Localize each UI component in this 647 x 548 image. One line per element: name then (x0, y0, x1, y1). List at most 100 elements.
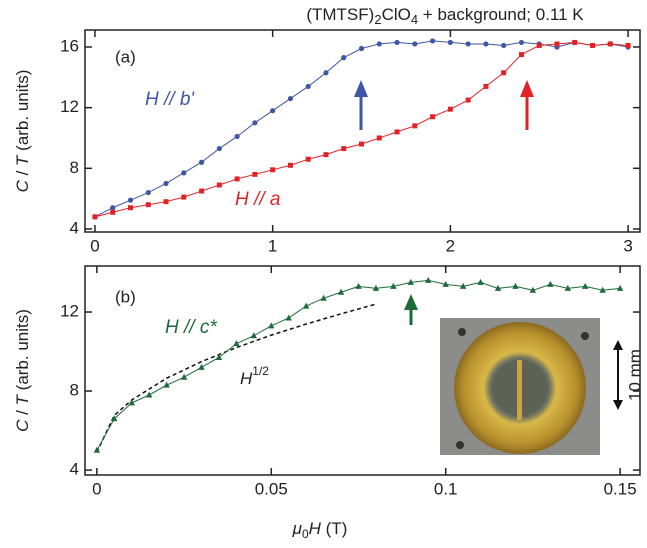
inset-photo (440, 318, 600, 455)
marker (216, 145, 222, 152)
marker (355, 282, 362, 289)
marker (459, 282, 467, 289)
marker (447, 106, 453, 112)
marker (483, 83, 489, 89)
marker (501, 42, 507, 49)
marker (341, 146, 347, 152)
marker (501, 70, 507, 76)
marker (430, 114, 436, 120)
y-axis-label-part: (arb. units) (13, 309, 32, 395)
marker (358, 45, 365, 52)
marker (394, 39, 400, 46)
marker (394, 129, 400, 135)
marker (582, 282, 589, 289)
marker (270, 167, 276, 173)
marker (305, 83, 311, 90)
marker (390, 282, 397, 289)
arrow (354, 80, 368, 130)
marker (494, 284, 502, 291)
y-tick-label: 8 (70, 158, 79, 177)
y-tick-label: 4 (70, 460, 79, 479)
marker (111, 415, 118, 422)
marker (372, 284, 380, 291)
y-axis-label: C / T (arb. units) (13, 309, 32, 432)
marker (483, 41, 489, 47)
marker (529, 286, 537, 293)
series-label: H // b' (145, 89, 195, 110)
marker (287, 95, 294, 102)
y-axis-label-part: / (13, 166, 32, 180)
marker (554, 41, 560, 47)
y-axis-label-part: (arb. units) (13, 70, 32, 156)
marker (181, 194, 187, 200)
fit-label: H1/2 (240, 364, 269, 388)
marker (252, 120, 258, 126)
marker (425, 276, 432, 283)
marker (442, 280, 449, 287)
arrow (404, 294, 418, 325)
marker (465, 41, 471, 47)
marker (564, 284, 571, 291)
marker (512, 282, 519, 289)
marker (599, 286, 606, 293)
x-tick-label: 0.15 (604, 479, 637, 498)
marker (145, 202, 151, 208)
marker (198, 159, 205, 165)
marker (572, 39, 578, 45)
y-axis-label-part: C (13, 179, 32, 192)
marker (320, 294, 327, 301)
fit-line (96, 303, 377, 453)
x-tick-label: 0.05 (255, 479, 288, 498)
marker (323, 152, 329, 158)
marker (234, 176, 240, 182)
y-tick-label: 4 (70, 218, 79, 237)
marker (198, 363, 205, 370)
marker (234, 133, 240, 140)
y-axis-label: C / T (arb. units) (13, 70, 32, 193)
y-tick-label: 12 (60, 302, 79, 321)
arrow (520, 80, 534, 130)
plot-frame (84, 265, 641, 476)
marker (163, 381, 170, 388)
marker (287, 162, 293, 168)
marker (607, 41, 613, 47)
marker (376, 135, 382, 141)
x-tick-label: 2 (446, 236, 455, 255)
y-tick-label: 12 (60, 97, 79, 116)
marker (359, 141, 365, 147)
marker (250, 332, 258, 339)
marker (216, 182, 222, 188)
marker (518, 52, 524, 58)
marker (337, 288, 345, 295)
marker (110, 209, 116, 215)
title: (TMTSF)2ClO4 + background; 0.11 K (306, 5, 584, 27)
x-tick-label: 3 (623, 236, 632, 255)
scale-label: 10 mm (625, 349, 644, 401)
y-tick-label: 16 (60, 36, 79, 55)
marker (270, 108, 276, 114)
marker (181, 170, 187, 176)
marker (93, 446, 101, 453)
series-label: H // a (235, 189, 280, 210)
marker (412, 41, 418, 47)
marker (163, 199, 169, 205)
marker (465, 97, 471, 103)
y-axis-label-part: T (13, 393, 32, 405)
scale-bar (613, 340, 623, 410)
panel-label: (b) (115, 287, 136, 306)
plot-frame (84, 29, 641, 233)
marker (302, 302, 310, 309)
x-tick-label: 0 (90, 236, 99, 255)
y-axis-label-part: T (13, 154, 32, 166)
series-label: H // c* (165, 317, 217, 338)
series (92, 39, 631, 220)
marker (407, 278, 415, 285)
marker (536, 42, 542, 48)
marker (305, 156, 311, 162)
marker (127, 205, 133, 211)
y-axis-label-part: C (13, 419, 32, 432)
marker (625, 42, 631, 48)
marker (233, 340, 240, 347)
x-tick-label: 0.1 (434, 479, 458, 498)
